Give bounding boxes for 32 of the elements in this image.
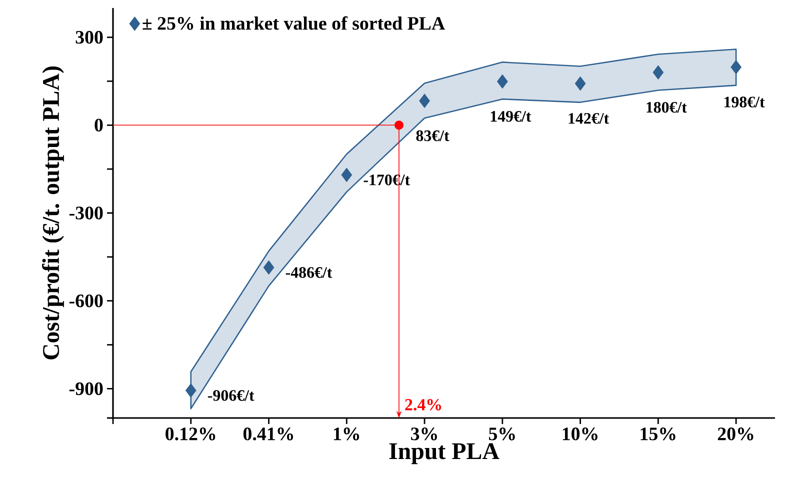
point (496, 74, 508, 89)
annotation: 2.4% (405, 398, 442, 410)
data-label: 83€/t (416, 130, 450, 142)
point (730, 60, 742, 74)
point (419, 94, 430, 108)
point (341, 168, 352, 182)
y-tick-label: 0 (94, 118, 103, 132)
point (652, 65, 664, 80)
data-label: -486€/t (286, 267, 332, 278)
point (185, 383, 196, 398)
x-tick-label: 0.41% (243, 428, 294, 440)
x-tick-label: 0.12% (166, 428, 216, 440)
data-label: 198€/t (724, 96, 765, 108)
y-tick-label: -900 (69, 382, 103, 396)
point (263, 260, 274, 275)
y-tick-label: -300 (69, 206, 103, 220)
x-tick-label: 20% (718, 428, 754, 440)
point (574, 76, 586, 91)
x-tick-label: 10% (562, 428, 598, 440)
data-label: 149€/t (490, 111, 532, 122)
y-tick-label: 300 (76, 30, 103, 44)
legend-label: ± 25% in market value of sorted PLA (142, 16, 446, 30)
x-tick-label: 3% (411, 428, 437, 440)
x-tick-label: 15% (640, 428, 676, 440)
data-label: 180€/t (646, 102, 687, 113)
y-axis-title: Cost/profit (€/t. output PLA) (42, 66, 64, 360)
x-axis-title: Input PLA (389, 443, 500, 464)
x-tick-label: 5% (488, 428, 515, 440)
x-tick-label: 1% (334, 428, 360, 440)
data-label: 142€/t (568, 113, 610, 124)
data-label: -906€/t (208, 390, 254, 401)
y-tick-label: -600 (69, 294, 103, 308)
